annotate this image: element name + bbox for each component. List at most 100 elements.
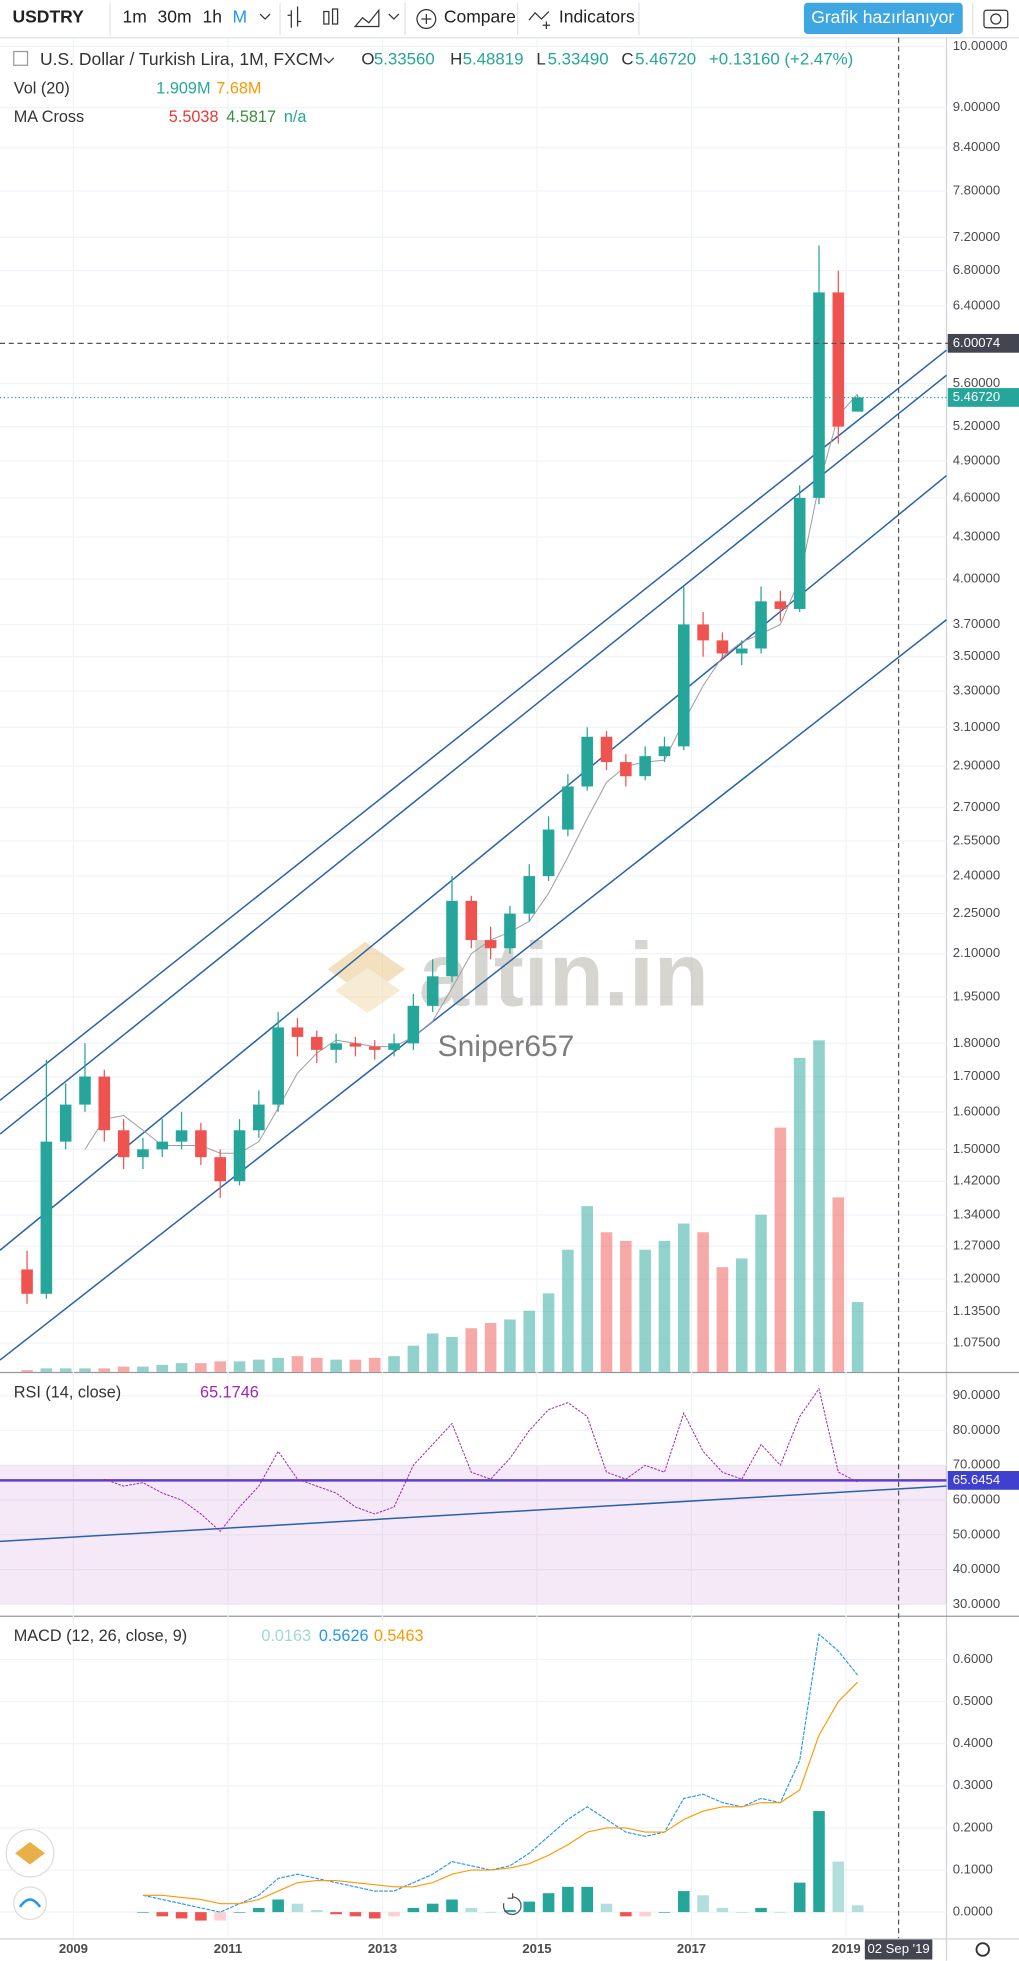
- candle-body: [581, 736, 594, 787]
- volume-bar: [349, 1359, 362, 1372]
- macd-histogram-bar: [716, 1907, 729, 1913]
- macd-histogram-bar: [658, 1912, 671, 1913]
- volume-bar: [175, 1363, 188, 1372]
- candle-icon[interactable]: [331, 8, 339, 25]
- macd-histogram-bar: [755, 1907, 767, 1913]
- candle-body: [774, 601, 787, 609]
- candle-body: [40, 1141, 53, 1294]
- interval[interactable]: 1h: [203, 6, 222, 26]
- candle-icon[interactable]: [323, 10, 330, 25]
- dropdown-icon[interactable]: [259, 13, 271, 20]
- y-tick-label: 8.40000: [953, 139, 1000, 154]
- y-tick-label: 2.90000: [953, 758, 1000, 773]
- volume-bar: [407, 1345, 420, 1372]
- y-tick-label: 0.2000: [953, 1819, 993, 1834]
- y-tick-label: 1.07500: [953, 1334, 1000, 1349]
- volume-bar: [581, 1206, 594, 1372]
- volume-bar: [79, 1368, 91, 1372]
- indicator-value: 5.5038: [169, 108, 219, 126]
- candle-body: [639, 756, 651, 777]
- x-tick-label: 2017: [677, 1941, 706, 1956]
- volume-bar: [484, 1322, 497, 1372]
- area-icon[interactable]: [353, 8, 380, 28]
- y-tick-label: 80.0000: [953, 1422, 1000, 1437]
- ohlc-value: 5.48819: [463, 50, 524, 69]
- dropdown-icon[interactable]: [323, 57, 335, 64]
- candle-body: [620, 762, 632, 777]
- reset-icon[interactable]: [502, 1893, 522, 1916]
- indicators-icon[interactable]: [528, 11, 551, 30]
- volume-bar: [233, 1361, 246, 1372]
- candle-body: [156, 1141, 169, 1150]
- indicator-value: 7.68M: [216, 79, 261, 97]
- y-tick-label: 3.10000: [953, 719, 1000, 734]
- y-tick-label: 0.0000: [953, 1904, 993, 1919]
- y-tick-label: 1.20000: [953, 1271, 1000, 1286]
- publish-button[interactable]: [803, 2, 963, 35]
- macd-histogram-bar: [291, 1903, 304, 1913]
- compare-button[interactable]: Compare: [444, 6, 516, 26]
- interval[interactable]: 1m: [123, 6, 147, 26]
- interval-active[interactable]: M: [233, 6, 248, 26]
- y-tick-label: 5.60000: [953, 375, 1000, 390]
- x-tick-label: 2009: [59, 1941, 88, 1956]
- y-tick-label: 1.70000: [953, 1068, 1000, 1083]
- compare-icon[interactable]: [421, 14, 432, 25]
- y-tick-label: 4.60000: [953, 489, 1000, 504]
- y-tick-label: 1.80000: [953, 1035, 1000, 1050]
- bar-icon[interactable]: [287, 6, 302, 28]
- publish-button-label[interactable]: Grafik hazırlanıyor: [811, 7, 954, 27]
- indicator-name: RSI (14, close): [14, 1383, 121, 1401]
- dropdown-icon[interactable]: [388, 13, 400, 20]
- macd-histogram-bar: [813, 1811, 825, 1913]
- candle-body: [368, 1046, 381, 1050]
- macd-histogram-bar: [639, 1912, 651, 1917]
- volume-bar: [542, 1293, 555, 1372]
- y-tick-label: 0.4000: [953, 1735, 993, 1750]
- macd-histogram-bar: [851, 1905, 864, 1913]
- snapshot-icon[interactable]: [983, 9, 1009, 29]
- y-tick-label: 2.25000: [953, 905, 1000, 920]
- macd-histogram-bar: [523, 1901, 536, 1913]
- ohlc-value: 5.33560: [374, 50, 435, 69]
- candle-body: [465, 900, 478, 941]
- macd-histogram-bar: [388, 1912, 400, 1917]
- tv-badge[interactable]: [18, 1898, 42, 1908]
- y-tick-label: 7.20000: [953, 229, 1000, 244]
- compare-icon[interactable]: [416, 9, 437, 30]
- y-tick-label: 4.00000: [953, 571, 1000, 586]
- candle-body: [137, 1149, 149, 1158]
- macd-histogram-bar: [233, 1912, 246, 1913]
- indicator-value: 65.1746: [200, 1383, 259, 1401]
- volume-bar: [21, 1370, 33, 1372]
- candle-body: [600, 736, 613, 763]
- settings-icon[interactable]: [975, 1942, 990, 1957]
- volume-bar: [600, 1232, 613, 1372]
- grid: [0, 37, 947, 1939]
- ma-line: [84, 393, 858, 1154]
- indicator-value: 4.5817: [226, 108, 276, 126]
- crosshair-label-box: [864, 1939, 933, 1960]
- y-tick-label: 6.40000: [953, 297, 1000, 312]
- y-tick-label: 1.95000: [953, 988, 1000, 1003]
- interval[interactable]: 30m: [158, 6, 192, 26]
- y-tick-label: 70.0000: [953, 1457, 1000, 1472]
- candle-body: [407, 1005, 420, 1044]
- tv-badge[interactable]: [13, 1886, 47, 1921]
- y-tick-label: 1.42000: [953, 1173, 1000, 1188]
- trend-line: [0, 349, 947, 1101]
- macd-histogram-bar: [330, 1912, 342, 1915]
- snapshot-icon[interactable]: [990, 13, 1002, 25]
- volume-bar: [195, 1363, 207, 1372]
- volume-bar: [465, 1328, 478, 1372]
- candle-body: [233, 1130, 246, 1182]
- rsi-band: [0, 1465, 947, 1605]
- indicators-button[interactable]: Indicators: [559, 6, 635, 26]
- macd-histogram-bar: [677, 1891, 690, 1913]
- y-tick-label: 9.00000: [953, 99, 1000, 114]
- y-tick-label: 1.34000: [953, 1206, 1000, 1221]
- collapse-icon[interactable]: [13, 50, 29, 66]
- symbol[interactable]: USDTRY: [13, 6, 85, 26]
